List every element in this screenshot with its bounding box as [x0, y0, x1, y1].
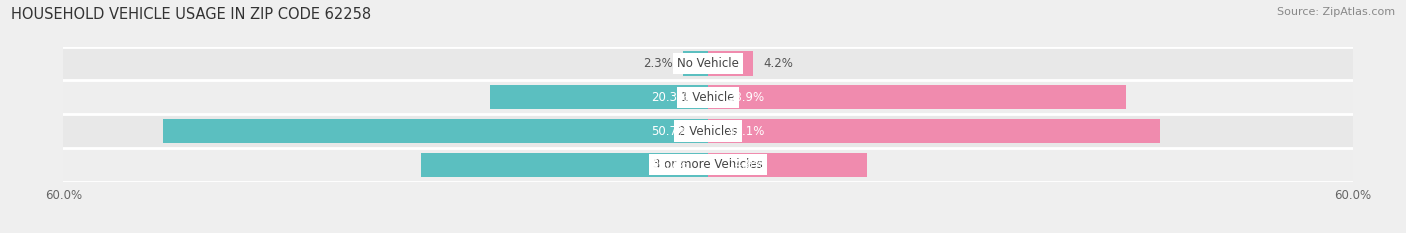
Text: 42.1%: 42.1%: [727, 125, 765, 137]
Bar: [707, 85, 1126, 110]
Text: HOUSEHOLD VEHICLE USAGE IN ZIP CODE 62258: HOUSEHOLD VEHICLE USAGE IN ZIP CODE 6225…: [11, 7, 371, 22]
Bar: [683, 51, 707, 76]
Text: 14.8%: 14.8%: [727, 158, 765, 171]
Bar: [63, 80, 1353, 114]
Text: 4.2%: 4.2%: [763, 57, 793, 70]
Bar: [63, 148, 1353, 182]
Text: Source: ZipAtlas.com: Source: ZipAtlas.com: [1277, 7, 1395, 17]
Text: 3 or more Vehicles: 3 or more Vehicles: [652, 158, 763, 171]
Bar: [707, 51, 754, 76]
Bar: [420, 153, 707, 177]
Text: 1 Vehicle: 1 Vehicle: [681, 91, 735, 104]
Text: 38.9%: 38.9%: [727, 91, 765, 104]
Text: 50.7%: 50.7%: [651, 125, 689, 137]
Bar: [63, 114, 1353, 148]
Text: No Vehicle: No Vehicle: [676, 57, 740, 70]
Text: 2.3%: 2.3%: [643, 57, 672, 70]
Bar: [63, 47, 1353, 80]
Text: 2 Vehicles: 2 Vehicles: [678, 125, 738, 137]
Bar: [163, 119, 707, 143]
Bar: [489, 85, 707, 110]
Text: 26.7%: 26.7%: [651, 158, 689, 171]
Text: 20.3%: 20.3%: [651, 91, 689, 104]
Bar: [707, 119, 1160, 143]
Bar: [707, 153, 868, 177]
